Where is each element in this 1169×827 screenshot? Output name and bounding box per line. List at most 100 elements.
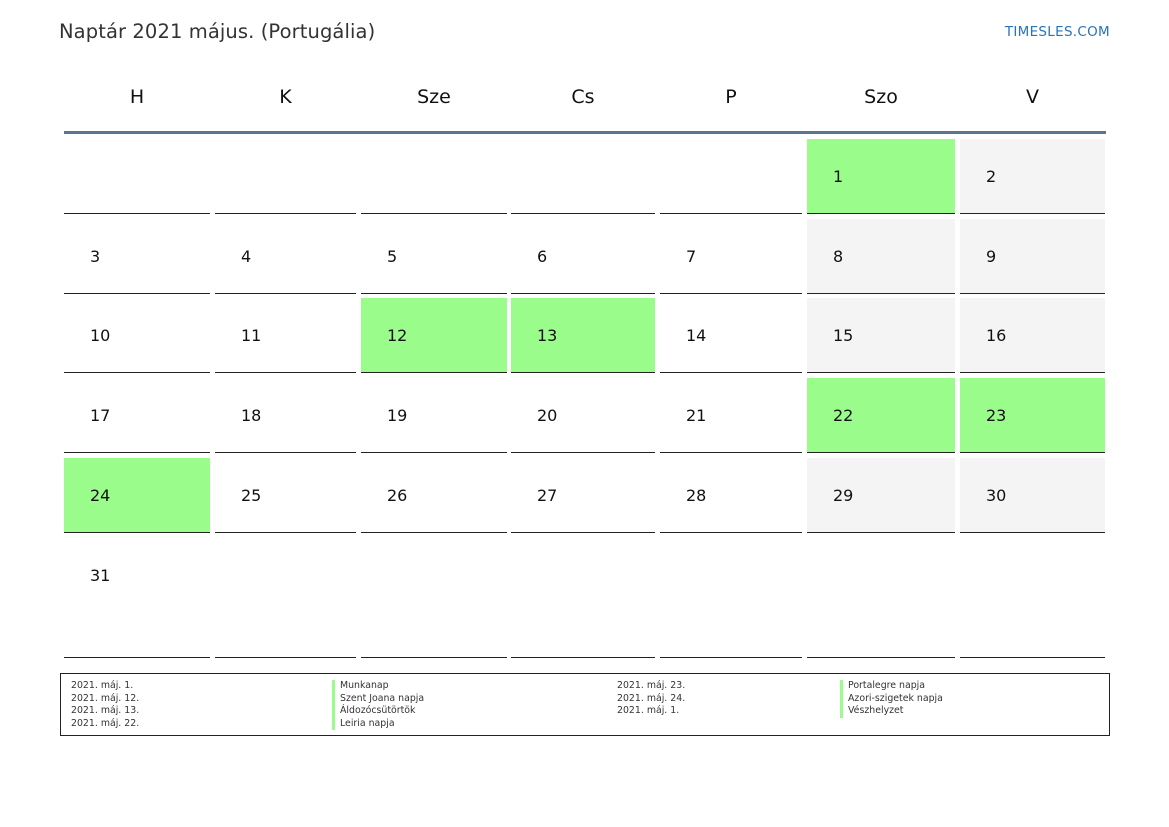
day-cell[interactable]: 14 <box>660 298 802 373</box>
day-cell[interactable]: 30 <box>960 458 1105 533</box>
day-cell[interactable]: 18 <box>215 378 356 453</box>
day-cell[interactable]: 23 <box>960 378 1105 453</box>
day-cell[interactable]: 31 <box>64 538 210 658</box>
day-cell[interactable]: 27 <box>511 458 655 533</box>
weekday-header: V <box>1026 86 1039 108</box>
day-number: 12 <box>387 326 408 345</box>
day-number: 18 <box>241 406 262 425</box>
empty-day-cell <box>807 538 955 658</box>
day-number: 16 <box>986 326 1007 345</box>
legend-left-dates: 2021. máj. 1. 2021. máj. 12. 2021. máj. 13… <box>71 680 139 730</box>
weekday-header: Cs <box>571 86 595 108</box>
empty-day-cell <box>361 139 507 214</box>
day-number: 10 <box>90 326 111 345</box>
day-number: 5 <box>387 247 398 266</box>
day-cell[interactable]: 2 <box>960 139 1105 214</box>
legend-date: 2021. máj. 1. <box>617 705 680 716</box>
day-number: 13 <box>537 326 558 345</box>
day-cell[interactable]: 20 <box>511 378 655 453</box>
day-cell[interactable]: 9 <box>960 219 1105 294</box>
empty-day-cell <box>960 538 1105 658</box>
legend-holiday-name: Szent Joana napja <box>332 692 424 705</box>
legend-holiday-name: Portalegre napja <box>840 680 943 693</box>
day-number: 17 <box>90 406 111 425</box>
weekday-header: P <box>725 86 737 108</box>
day-cell[interactable]: 25 <box>215 458 356 533</box>
day-number: 1 <box>833 167 844 186</box>
legend-date: 2021. máj. 23. <box>617 680 686 691</box>
empty-day-cell <box>660 139 802 214</box>
day-number: 29 <box>833 486 854 505</box>
day-cell[interactable]: 7 <box>660 219 802 294</box>
empty-day-cell <box>660 538 802 658</box>
brand-link[interactable]: TIMESLES.COM <box>1004 24 1110 40</box>
empty-day-cell <box>215 139 356 214</box>
day-cell[interactable]: 4 <box>215 219 356 294</box>
legend-date: 2021. máj. 24. <box>617 692 686 704</box>
legend-date: 2021. máj. 12. <box>71 692 140 704</box>
legend-date: 2021. máj. 22. <box>71 717 140 729</box>
day-number: 20 <box>537 406 558 425</box>
day-number: 11 <box>241 326 262 345</box>
day-cell[interactable]: 15 <box>807 298 955 373</box>
day-cell[interactable]: 11 <box>215 298 356 373</box>
day-cell[interactable]: 26 <box>361 458 507 533</box>
day-number: 2 <box>986 167 997 186</box>
legend-right-dates: 2021. máj. 23. 2021. máj. 24. 2021. máj. 1… <box>617 680 685 718</box>
weekday-header: Sze <box>417 86 451 108</box>
day-number: 19 <box>387 406 408 425</box>
empty-day-cell <box>511 139 655 214</box>
day-number: 30 <box>986 486 1007 505</box>
day-cell[interactable]: 12 <box>361 298 507 373</box>
day-cell[interactable]: 3 <box>64 219 210 294</box>
day-cell[interactable]: 10 <box>64 298 210 373</box>
page-title: Naptár 2021 május. (Portugália) <box>59 20 376 43</box>
day-cell[interactable]: 22 <box>807 378 955 453</box>
legend-date: 2021. máj. 13. <box>71 705 140 716</box>
legend-holiday-name: Azori-szigetek napja <box>840 692 943 705</box>
weekday-header-row: H K Sze Cs P Szo V <box>0 86 1169 112</box>
legend-holiday-name: Vészhelyzet <box>840 705 943 718</box>
weekday-header: K <box>279 86 292 108</box>
day-number: 4 <box>241 247 252 266</box>
legend-holiday-name: Áldozócsütörtök <box>332 705 424 718</box>
day-cell[interactable]: 19 <box>361 378 507 453</box>
legend-holiday-name: Leiria napja <box>332 717 424 730</box>
day-cell[interactable]: 13 <box>511 298 655 373</box>
empty-day-cell <box>215 538 356 658</box>
day-number: 6 <box>537 247 548 266</box>
day-cell[interactable]: 1 <box>807 139 955 214</box>
day-cell[interactable]: 29 <box>807 458 955 533</box>
legend-holiday-name: Munkanap <box>332 680 424 693</box>
day-number: 28 <box>686 486 707 505</box>
day-number: 3 <box>90 247 101 266</box>
legend-date: 2021. máj. 1. <box>71 680 134 691</box>
weekday-header: Szo <box>864 86 898 108</box>
day-cell[interactable]: 17 <box>64 378 210 453</box>
day-number: 7 <box>686 247 697 266</box>
day-number: 23 <box>986 406 1007 425</box>
day-number: 15 <box>833 326 854 345</box>
day-cell[interactable]: 6 <box>511 219 655 294</box>
day-number: 26 <box>387 486 408 505</box>
empty-day-cell <box>361 538 507 658</box>
day-cell[interactable]: 5 <box>361 219 507 294</box>
day-number: 22 <box>833 406 854 425</box>
legend-right-names: Portalegre napja Azori-szigetek napja Vész… <box>840 680 943 718</box>
day-number: 25 <box>241 486 262 505</box>
day-number: 14 <box>686 326 707 345</box>
legend-left-names: Munkanap Szent Joana napja Áldozócsütörtök… <box>332 680 424 730</box>
day-number: 9 <box>986 247 997 266</box>
day-cell[interactable]: 16 <box>960 298 1105 373</box>
empty-day-cell <box>64 139 210 214</box>
day-number: 24 <box>90 486 111 505</box>
day-cell[interactable]: 21 <box>660 378 802 453</box>
weekday-header: H <box>129 86 145 108</box>
day-cell[interactable]: 24 <box>64 458 210 533</box>
header-divider <box>64 131 1106 134</box>
day-cell[interactable]: 28 <box>660 458 802 533</box>
day-number: 21 <box>686 406 707 425</box>
day-cell[interactable]: 8 <box>807 219 955 294</box>
empty-day-cell <box>511 538 655 658</box>
holiday-legend: 2021. máj. 1. 2021. máj. 12. 2021. máj. 13… <box>60 673 1110 736</box>
